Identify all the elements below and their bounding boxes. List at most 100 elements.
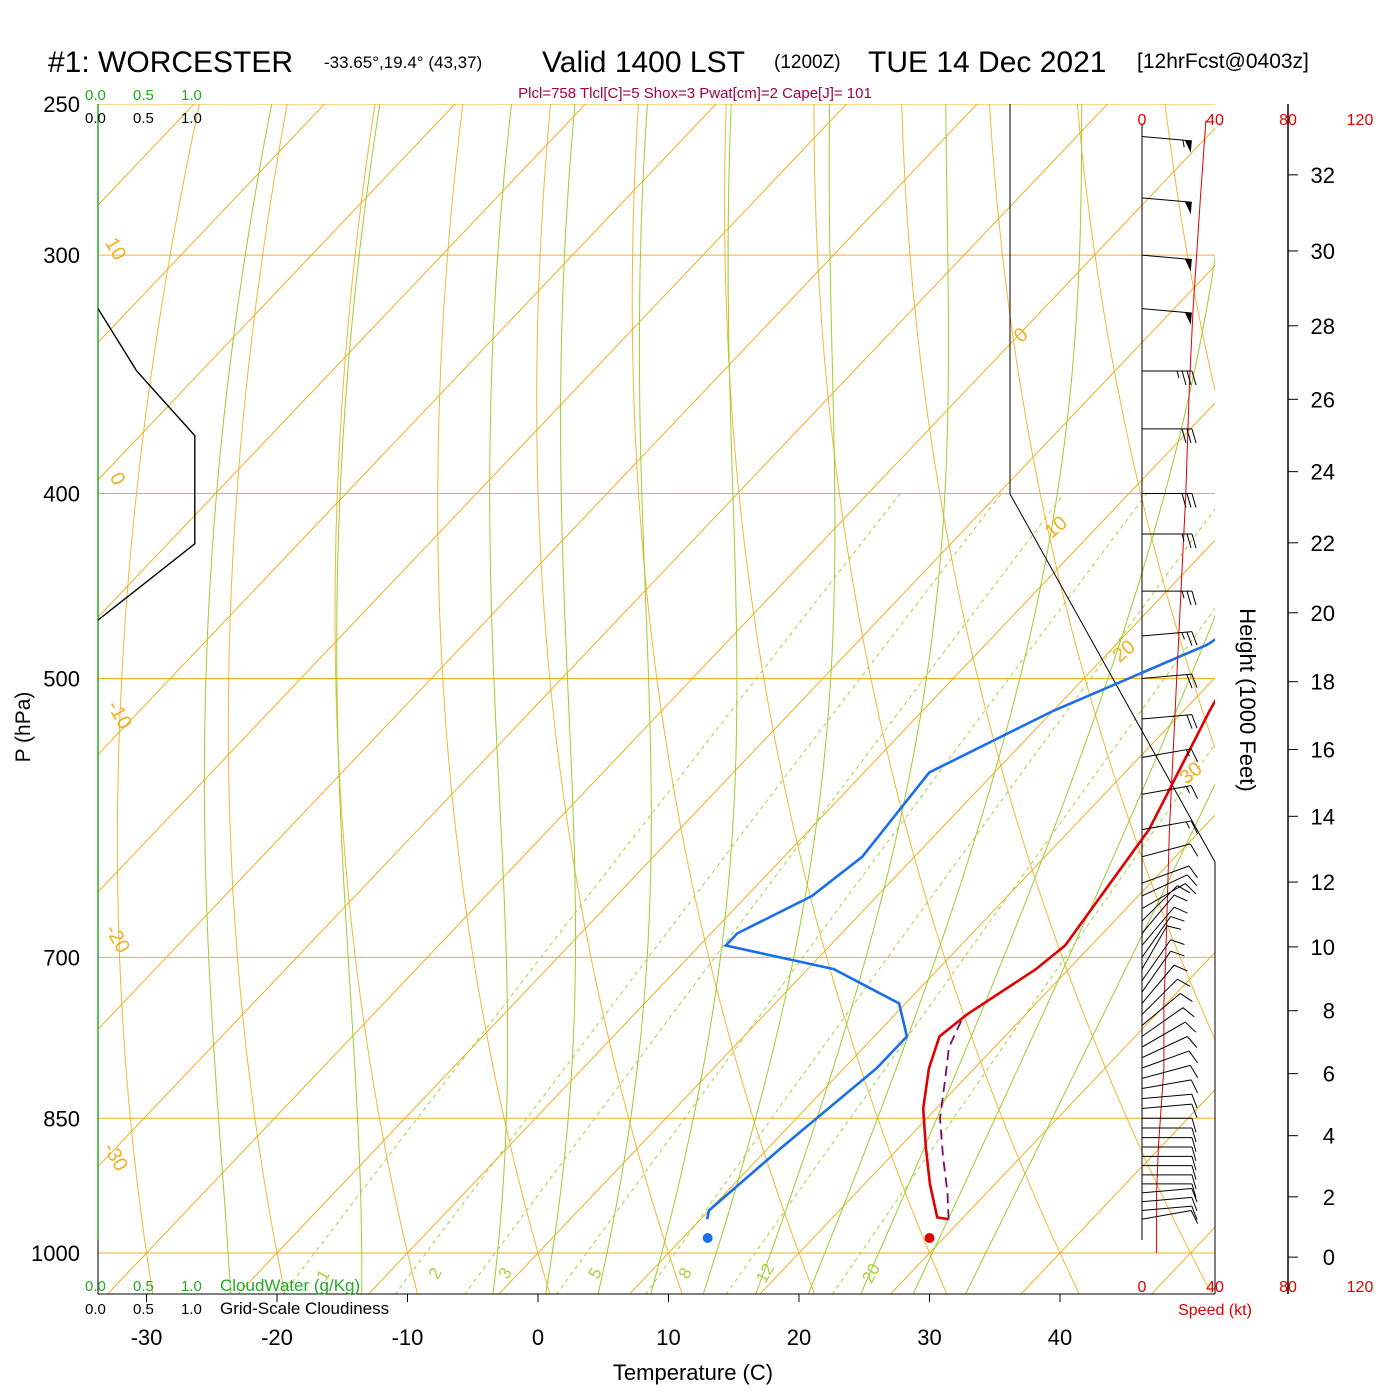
- wind-barb-full: [1191, 370, 1197, 386]
- diagram-lines: [98, 70, 1400, 1301]
- wind-barb-staff: [1141, 820, 1192, 831]
- height-tick-label: 22: [1311, 531, 1335, 556]
- cloudiness-tick-top: 0.0: [85, 110, 106, 127]
- wind-barb-full: [1191, 1103, 1198, 1118]
- cloudiness-tick-bottom: 1.0: [181, 1301, 202, 1318]
- wind-barb-full: [1170, 939, 1185, 945]
- height-tick-label: 18: [1311, 670, 1335, 695]
- height-tick-label: 0: [1323, 1245, 1335, 1270]
- wind-barb-full: [1181, 370, 1187, 386]
- wind-barb-staff: [1141, 894, 1175, 934]
- wind-barb-staff: [1141, 748, 1192, 758]
- temperature-tick-label: 30: [917, 1325, 941, 1350]
- wind-barb-half: [1181, 533, 1185, 542]
- wind-barb: [1142, 428, 1197, 444]
- mixing-ratio-label: 5: [585, 1264, 606, 1282]
- wind-barb-full: [1190, 820, 1199, 835]
- cloudwater-tick-top: 1.0: [181, 87, 202, 104]
- wind-barb-full: [1189, 843, 1199, 857]
- wind-barb-full: [1191, 1174, 1197, 1189]
- wind-barb-full: [1191, 631, 1198, 646]
- wind-barb-staff: [1141, 874, 1188, 897]
- temperature-tick-label: 40: [1048, 1325, 1072, 1350]
- wind-barb: [1142, 1155, 1197, 1171]
- wind-barb-full: [1190, 1079, 1199, 1094]
- mixing-ratio-line: [645, 508, 1215, 1294]
- mixing-ratio-label: 8: [675, 1264, 696, 1282]
- height-tick-label: 32: [1311, 163, 1335, 188]
- wind-barb: [1141, 1196, 1198, 1212]
- wind-barb: [1141, 894, 1188, 934]
- wind-barb: [1141, 925, 1182, 970]
- mixing-ratio-line: [831, 743, 1215, 1294]
- isotherm-line: [759, 814, 1215, 1294]
- isotherm-line: [98, 104, 1109, 1168]
- wind-barb: [1141, 950, 1185, 993]
- mixing-ratio-line: [725, 607, 1215, 1294]
- moist-adiabat-line: [650, 104, 738, 1294]
- isotherm-line: [98, 104, 717, 756]
- isotherm-line: [889, 951, 1215, 1294]
- temperature-tick-label: 20: [787, 1325, 811, 1350]
- temperature-tick-label: -30: [131, 1325, 163, 1350]
- cloudiness-tick-bottom: 0.5: [133, 1301, 154, 1318]
- height-tick-label: 20: [1311, 601, 1335, 626]
- wind-barb: [1141, 631, 1198, 646]
- cloudwater-tick-top: 0.0: [85, 87, 106, 104]
- height-tick-label: 8: [1323, 999, 1335, 1024]
- cloudiness-tick-top: 1.0: [181, 110, 202, 127]
- wind-barb-staff: [1141, 1196, 1192, 1203]
- wind-barb-staff: [1141, 197, 1192, 203]
- isotherm-line: [1275, 70, 1400, 1301]
- wind-barb: [1141, 714, 1198, 729]
- isotherm-label: 10: [100, 234, 130, 264]
- cloudiness-label: Grid-Scale Cloudiness: [220, 1299, 389, 1318]
- wind-barb-half: [1185, 749, 1190, 757]
- isotherm-label: -30: [98, 1139, 132, 1175]
- wind-barb-full: [1191, 1118, 1197, 1133]
- wind-barb-staff: [1141, 843, 1191, 858]
- wind-barb-staff: [1141, 1103, 1192, 1109]
- wind-barb: [1141, 820, 1199, 835]
- dry-adiabat-line: [1335, 70, 1400, 1301]
- isotherm-line: [98, 104, 326, 344]
- wind-barb-staff: [1141, 925, 1168, 970]
- mixing-ratio-label: 12: [752, 1260, 778, 1286]
- wind-barb-full: [1170, 915, 1185, 922]
- wind-barb-full: [1177, 978, 1191, 987]
- height-tick-label: 12: [1311, 870, 1335, 895]
- wind-barb-full: [1186, 533, 1192, 549]
- wind-barb-full: [1191, 1137, 1197, 1152]
- parcel-line: [939, 1019, 963, 1220]
- valid-time: Valid 1400 LST: [542, 46, 745, 79]
- temperature-tick-label: -20: [261, 1325, 293, 1350]
- height-tick-label: 10: [1311, 935, 1335, 960]
- wind-barb-staff: [1141, 714, 1192, 720]
- wind-barb-half: [1176, 370, 1180, 379]
- wind-barb-half: [1181, 632, 1185, 640]
- wind-barb: [1142, 1174, 1197, 1189]
- height-tick-label: 30: [1311, 239, 1335, 264]
- height-tick-label: 28: [1311, 314, 1335, 339]
- cloudiness-tick-bottom: 0.0: [85, 1301, 106, 1318]
- cloudwater-tick-bottom: 0.0: [85, 1278, 106, 1295]
- wind-barb-full: [1190, 1210, 1199, 1224]
- wind-barb-full: [1191, 1197, 1198, 1212]
- speed-tick-top: 40: [1206, 112, 1224, 129]
- dry-adiabat-line: [1076, 104, 1215, 750]
- wind-barb-staff: [1141, 308, 1192, 314]
- y-axis-label: P (hPa): [12, 692, 35, 763]
- wind-barb-full: [1186, 874, 1198, 887]
- wind-barb: [1141, 197, 1192, 215]
- pressure-tick-label: 1000: [31, 1241, 80, 1266]
- pressure-tick-label: 850: [43, 1106, 80, 1131]
- wind-barb-full: [1186, 1036, 1198, 1048]
- wind-barbs: [1141, 120, 1207, 1253]
- wind-barb: [1141, 915, 1185, 958]
- moist-adiabat-line: [203, 104, 273, 1294]
- wind-barb: [1142, 533, 1197, 549]
- wind-barb-full: [1191, 1094, 1198, 1108]
- wind-barb-full: [1191, 1146, 1197, 1162]
- wind-barb-staff: [1141, 1209, 1192, 1220]
- cloudwater-tick-bottom: 0.5: [133, 1278, 154, 1295]
